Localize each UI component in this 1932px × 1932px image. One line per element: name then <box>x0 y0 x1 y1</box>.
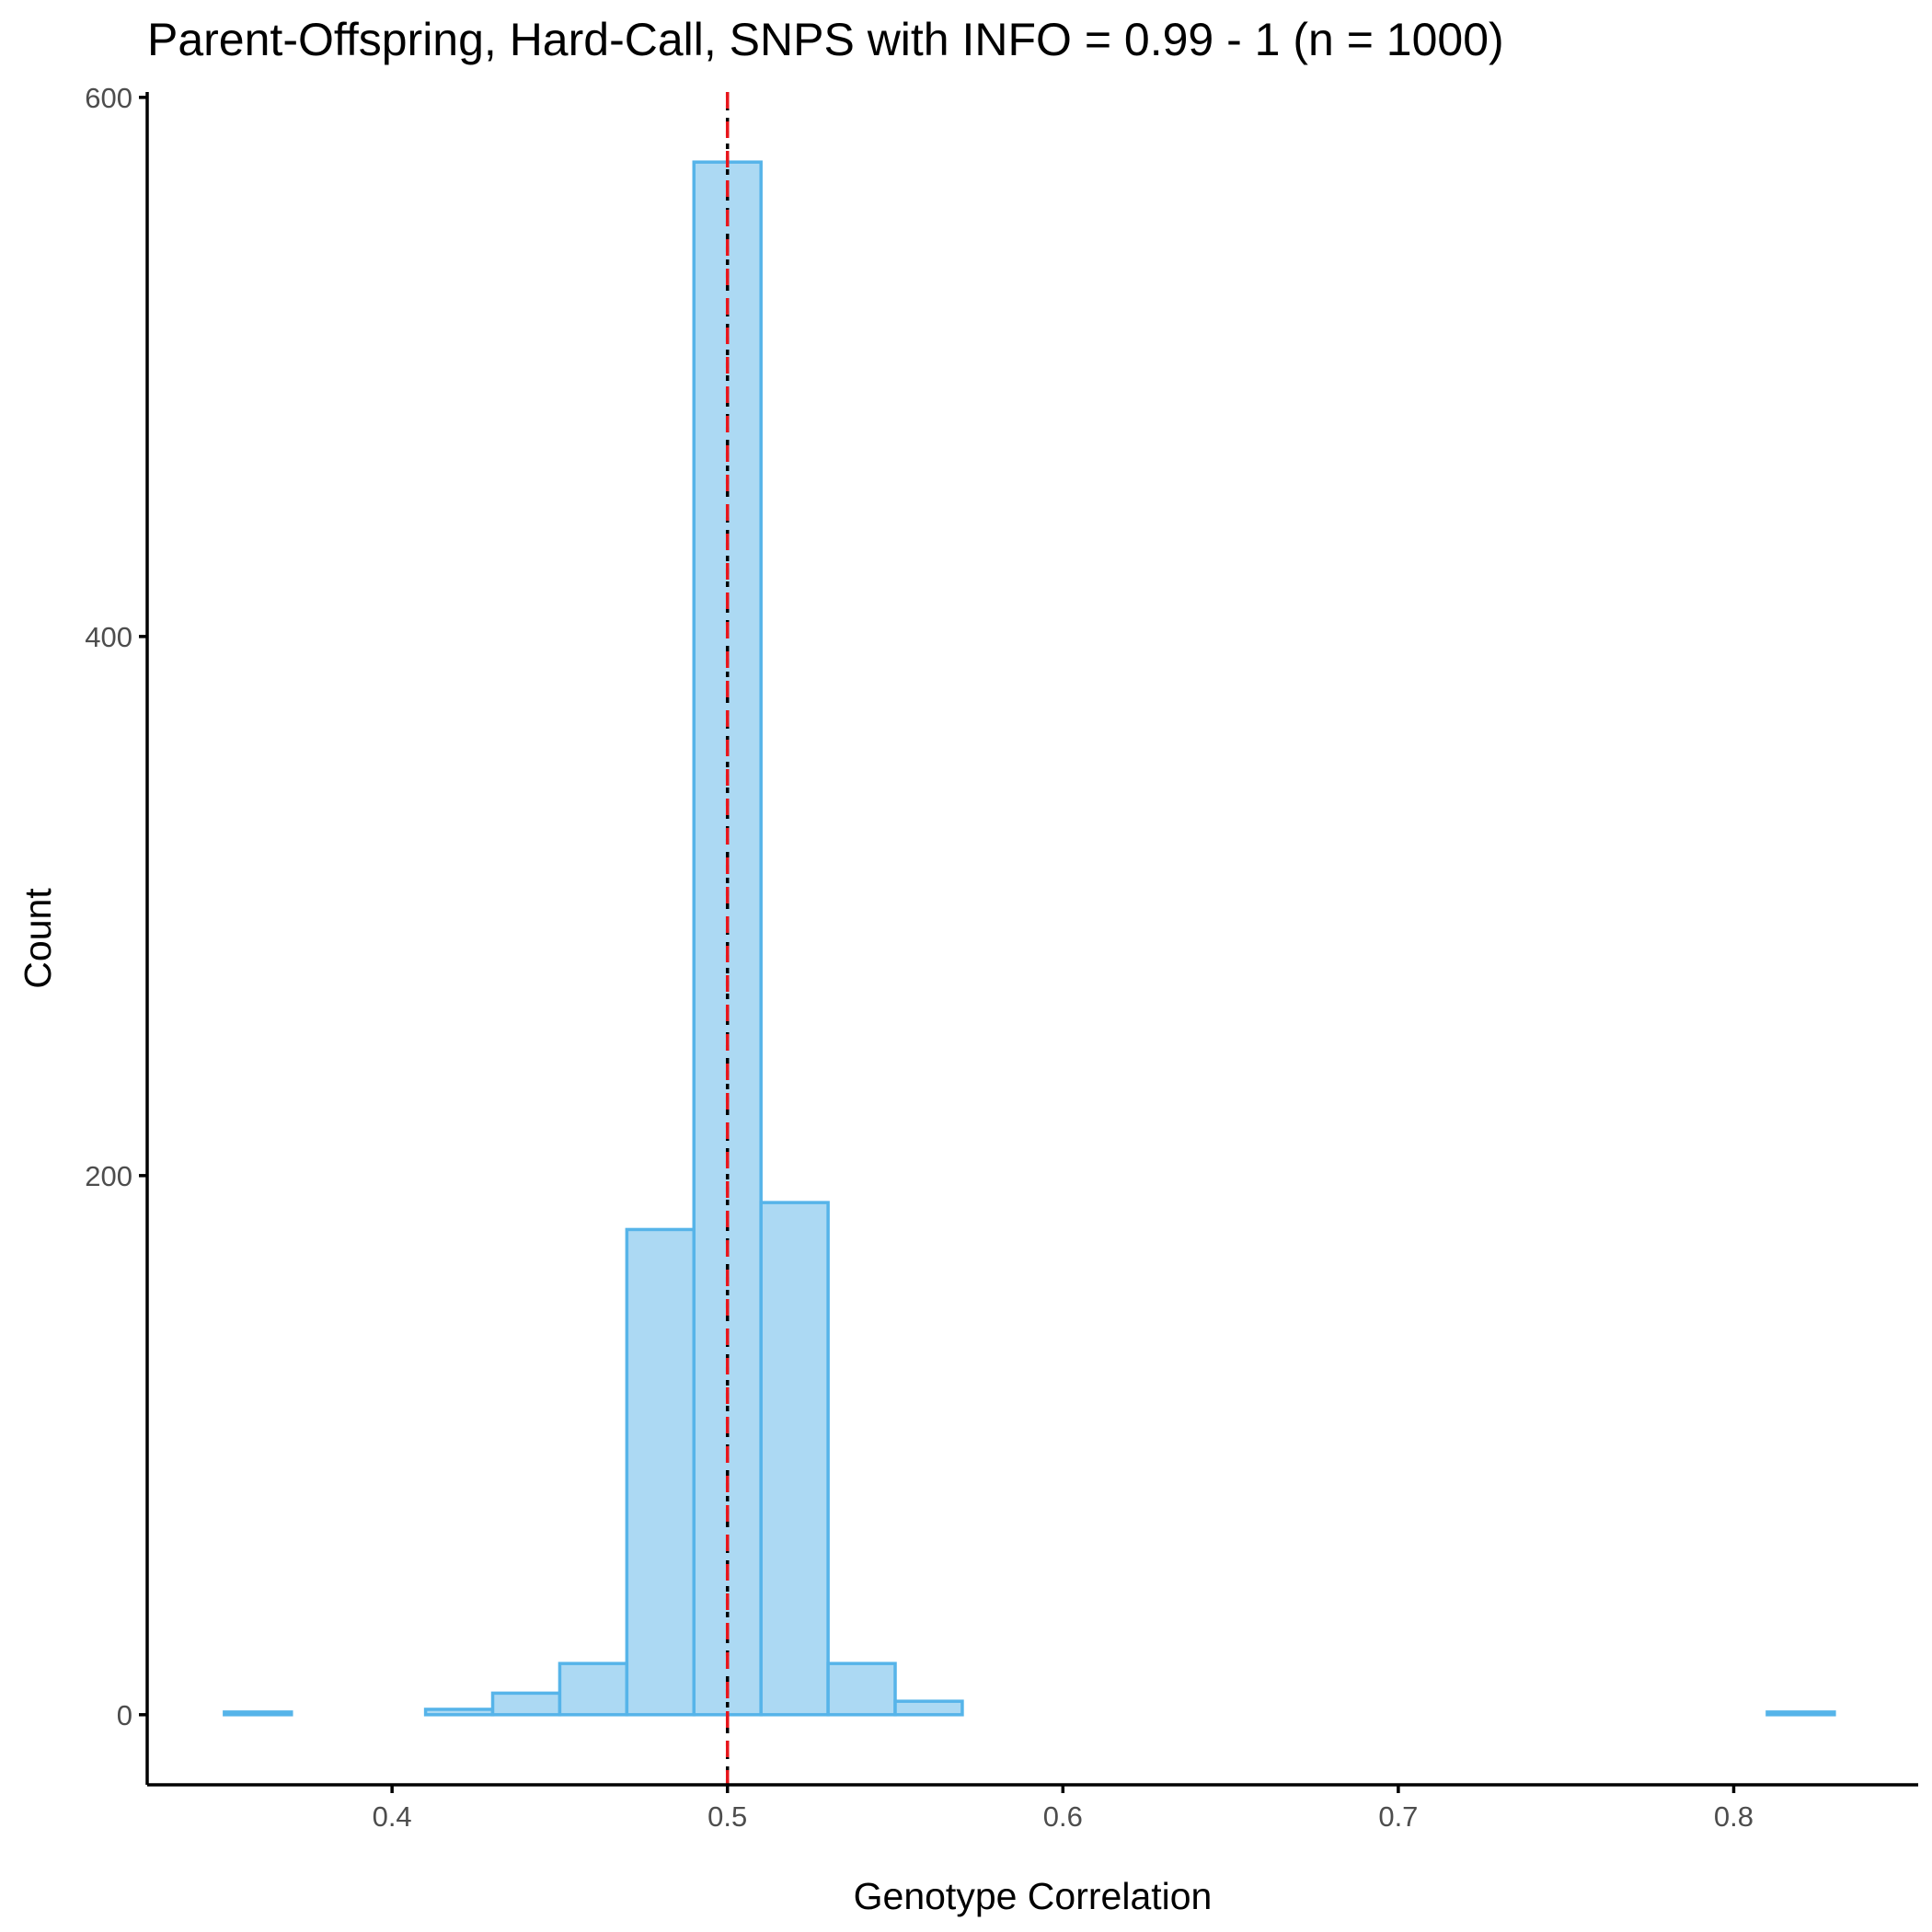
histogram-bar-10 <box>893 1699 964 1717</box>
histogram-bar-8 <box>759 1201 830 1717</box>
histogram-bar-4 <box>490 1691 562 1717</box>
x-tick-label: 0.6 <box>1043 1800 1083 1833</box>
x-tick-label: 0.7 <box>1378 1800 1418 1833</box>
histogram-bar-23 <box>1765 1710 1836 1717</box>
histogram-bar-3 <box>423 1708 495 1717</box>
y-axis-title: Count <box>17 888 59 989</box>
axes-group <box>145 92 1918 1787</box>
histogram-bar-0 <box>223 1710 293 1717</box>
x-axis-title: Genotype Correlation <box>854 1875 1213 1917</box>
histogram-bar-9 <box>826 1662 897 1717</box>
y-ticks-group: 0 200 400 600 <box>85 82 147 1731</box>
x-tick-label: 0.5 <box>707 1800 747 1833</box>
y-tick-label: 200 <box>85 1160 132 1192</box>
y-tick-label: 0 <box>117 1699 132 1731</box>
histogram-bar-5 <box>558 1662 629 1717</box>
x-tick-label: 0.8 <box>1714 1800 1754 1833</box>
x-ticks-group: 0.4 0.5 0.6 0.7 0.8 <box>373 1785 1754 1833</box>
bars-group <box>223 160 1836 1717</box>
y-tick-label: 400 <box>85 621 132 653</box>
chart-title: Parent-Offspring, Hard-Call, SNPS with I… <box>147 14 1504 65</box>
histogram-bar-6 <box>625 1227 696 1717</box>
y-tick-label: 600 <box>85 82 132 114</box>
x-tick-label: 0.4 <box>373 1800 412 1833</box>
